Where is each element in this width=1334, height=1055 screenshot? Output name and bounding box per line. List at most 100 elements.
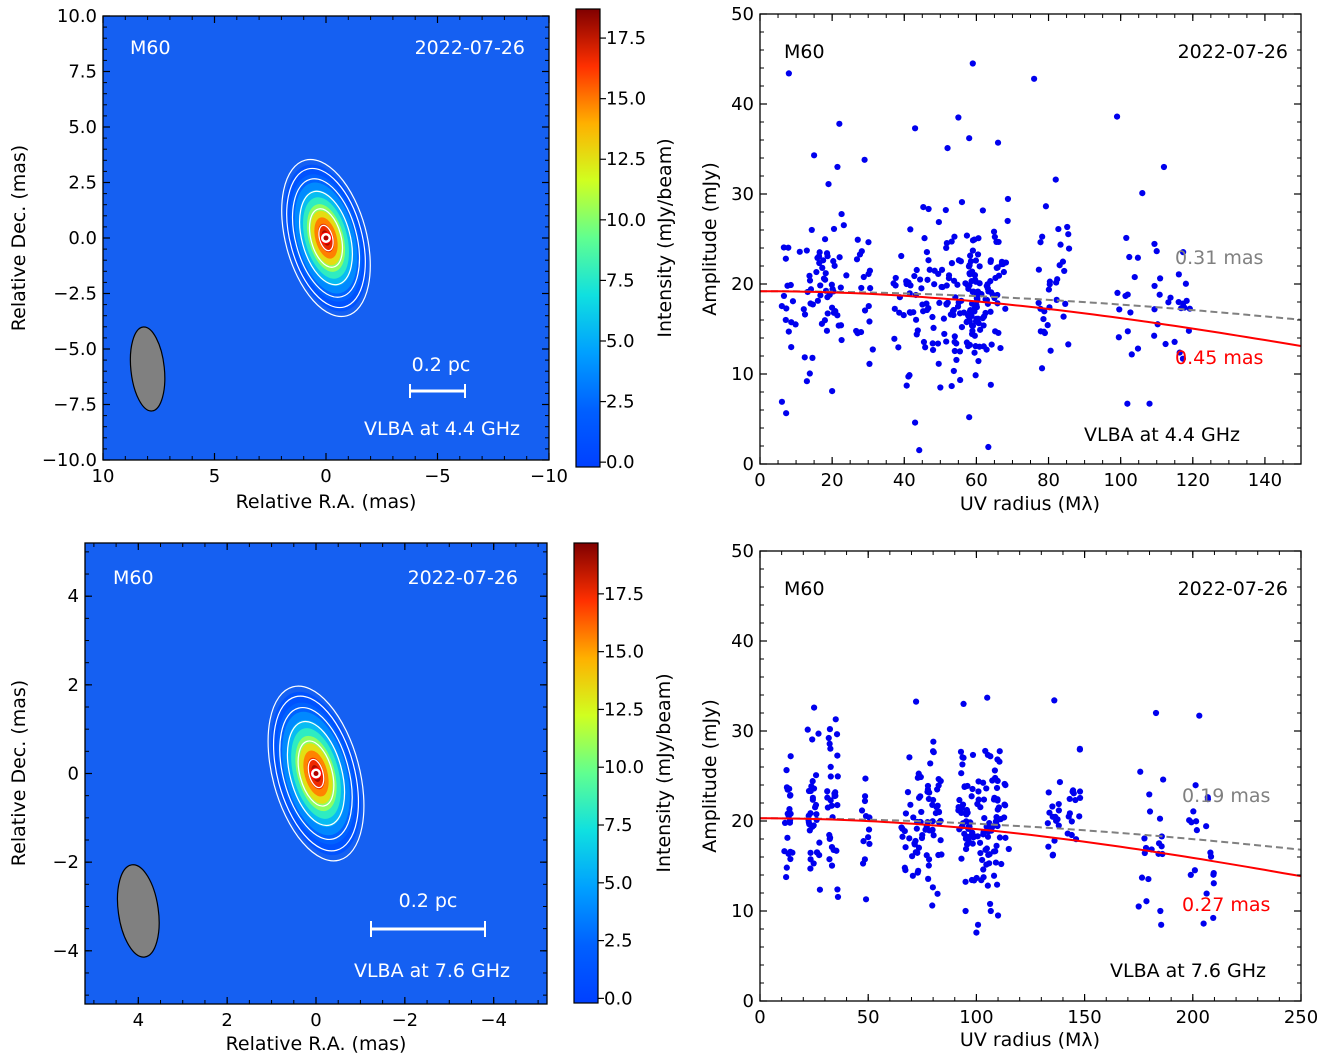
data-point [912, 698, 920, 705]
data-point [980, 866, 987, 873]
data-point [1060, 313, 1067, 320]
data-point [990, 848, 998, 855]
data-point [1113, 113, 1121, 120]
data-point [981, 815, 988, 822]
data-point [912, 316, 920, 323]
data-point [1134, 254, 1142, 261]
data-point [929, 346, 937, 354]
data-point [892, 274, 899, 282]
data-point [807, 300, 814, 307]
colorbar-tick-label: 17.5 [606, 28, 646, 49]
colorbar-tick-label: 15.0 [604, 642, 644, 663]
contour-line [286, 167, 366, 309]
x-tick-label: −2 [392, 1010, 419, 1031]
data-point [787, 753, 794, 760]
data-point [1051, 837, 1058, 844]
data-point [861, 797, 869, 805]
data-point [817, 292, 824, 299]
data-point [866, 267, 874, 274]
data-point [1005, 845, 1012, 853]
x-tick-label: 200 [1176, 1007, 1210, 1028]
data-point [994, 912, 1002, 919]
data-point [827, 797, 834, 804]
data-point [951, 233, 958, 240]
data-point [784, 834, 791, 841]
data-point [923, 852, 930, 859]
source-name: M60 [130, 37, 171, 59]
data-point [823, 250, 831, 257]
data-point [1193, 827, 1200, 834]
data-point [865, 239, 872, 246]
data-point [814, 297, 821, 304]
data-point [957, 258, 965, 265]
data-point [925, 205, 932, 213]
data-point [789, 298, 797, 305]
data-point [857, 328, 865, 336]
data-point [935, 775, 942, 783]
data-point [819, 264, 826, 271]
image-panel-7p6ghz: M60 2022-07-26 0.2 pc VLBA at 7.6 GHz 4 2… [8, 542, 548, 1055]
data-point [971, 332, 978, 339]
data-point [992, 859, 1000, 866]
data-point [828, 843, 836, 851]
data-point [930, 832, 937, 839]
beam-ellipse [129, 326, 166, 412]
data-point [915, 867, 922, 874]
data-point [814, 254, 821, 261]
data-point [1137, 768, 1144, 775]
date-label: 2022-07-26 [408, 567, 518, 589]
data-point [902, 844, 909, 851]
data-point [834, 886, 841, 893]
data-point [824, 788, 831, 795]
data-point [866, 360, 873, 367]
data-point [906, 309, 913, 316]
x-tick-label: 120 [1176, 470, 1210, 491]
data-point [828, 304, 836, 311]
y-tick-label: 40 [731, 94, 754, 115]
data-point [809, 354, 816, 361]
contours [267, 685, 365, 862]
data-point [997, 344, 1004, 352]
data-point [827, 773, 834, 780]
y-tick-label: 30 [731, 184, 754, 205]
data-point [965, 263, 973, 270]
data-point [1158, 921, 1165, 928]
data-point [986, 900, 994, 908]
data-point [948, 382, 955, 390]
y-tick-label: 10 [731, 901, 754, 922]
data-point [898, 252, 905, 260]
data-point [828, 802, 835, 809]
data-point [921, 235, 928, 242]
x-tick-label: 250 [1284, 1007, 1318, 1028]
data-point [1157, 907, 1164, 915]
data-point [993, 264, 1000, 272]
data-point [1051, 697, 1058, 704]
data-point [993, 842, 1000, 849]
data-point [907, 801, 914, 808]
y-axis-label: Amplitude (mJy) [699, 699, 721, 853]
data-point [984, 882, 991, 889]
data-point [931, 281, 938, 288]
data-point [976, 280, 983, 287]
data-point [783, 864, 790, 871]
data-point [957, 376, 964, 384]
x-tick-label: 10 [92, 466, 115, 487]
data-point [923, 249, 931, 256]
data-point [781, 848, 788, 855]
data-point [972, 372, 979, 379]
model-label-gray: 0.31 mas [1175, 247, 1263, 269]
x-tick-label: 2 [221, 1010, 232, 1031]
data-point [815, 730, 822, 737]
data-point [997, 816, 1004, 823]
data-point [968, 793, 975, 800]
data-point [953, 356, 960, 364]
data-point [865, 826, 873, 833]
contours [281, 158, 371, 318]
data-point [914, 327, 921, 334]
data-point [972, 257, 980, 264]
data-point [1002, 834, 1009, 841]
data-point [787, 792, 794, 799]
data-point [943, 239, 950, 247]
data-point [1155, 840, 1163, 847]
data-point [810, 860, 817, 867]
